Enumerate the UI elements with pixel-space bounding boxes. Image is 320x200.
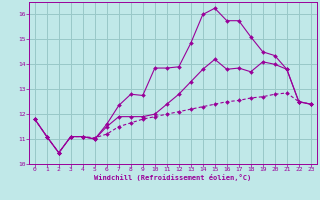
X-axis label: Windchill (Refroidissement éolien,°C): Windchill (Refroidissement éolien,°C) (94, 174, 252, 181)
